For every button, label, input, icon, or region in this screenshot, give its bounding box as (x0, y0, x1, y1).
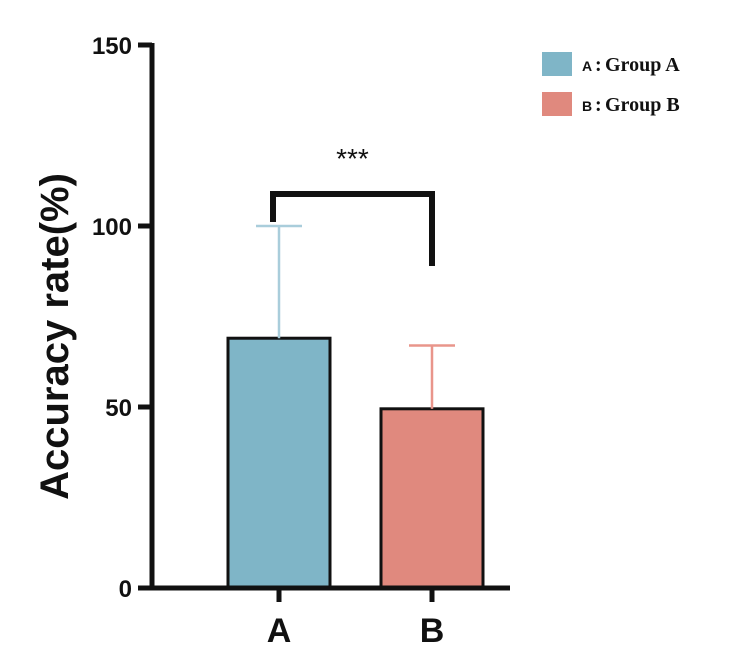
y-tick-label-100: 100 (92, 214, 132, 241)
legend-separator-B: : (595, 94, 602, 116)
significance-group: *** (270, 143, 435, 266)
legend: A: Group A B: Group B (542, 52, 680, 116)
bar-A (226, 336, 332, 590)
error-bars-group (256, 224, 455, 409)
significance-label: *** (336, 143, 369, 174)
significance-bracket (270, 191, 435, 266)
x-tick-label-A: A (267, 612, 292, 650)
legend-key-B: B (582, 98, 592, 114)
x-tick-label-B: B (420, 612, 445, 650)
legend-label-B: Group B (605, 94, 680, 116)
legend-label-A: Group A (605, 54, 680, 76)
y-axis-title: Accuracy rate(%) (33, 173, 77, 500)
axes-group: 0 50 100 150 A B (92, 33, 510, 650)
y-tick-label-50: 50 (105, 395, 132, 422)
bars-group (226, 336, 485, 590)
legend-swatch-B (542, 92, 572, 116)
legend-swatch-A (542, 52, 572, 76)
legend-separator-A: : (595, 54, 602, 76)
legend-key-A: A (582, 58, 592, 74)
y-tick-label-0: 0 (119, 576, 132, 603)
y-tick-label-150: 150 (92, 33, 132, 60)
bar-B (379, 407, 485, 590)
